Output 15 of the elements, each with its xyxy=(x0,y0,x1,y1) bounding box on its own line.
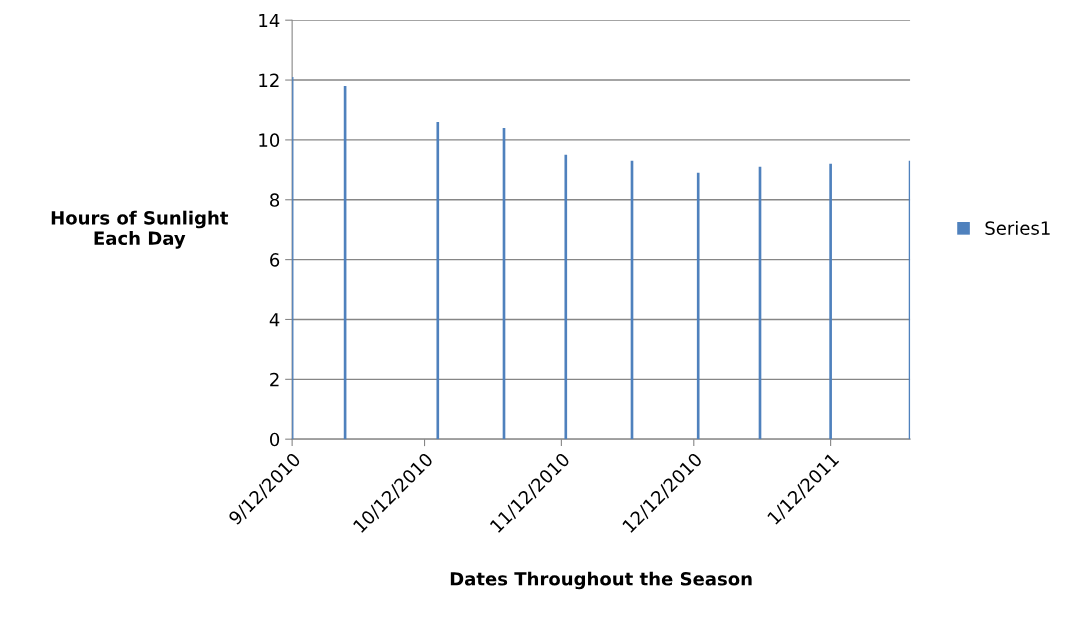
bar xyxy=(436,121,440,440)
bar xyxy=(696,172,700,440)
y-tick-label: 2 xyxy=(270,372,279,387)
y-tick-label: 0 xyxy=(270,432,280,447)
y-axis-title: Hours of Sunlight Each Day xyxy=(51,210,229,249)
y-tick-label: 8 xyxy=(270,193,280,207)
y-tick-label: 12 xyxy=(259,73,279,87)
bar xyxy=(829,163,832,440)
y-tick-label: 4 xyxy=(269,313,280,327)
y-tick-label: 14 xyxy=(259,13,280,28)
y-tick-label: 6 xyxy=(270,253,280,267)
x-axis-title: Dates Throughout the Season xyxy=(450,571,752,590)
legend-label: Series1 xyxy=(985,220,1050,235)
bar xyxy=(564,154,568,440)
y-tick-label: 10 xyxy=(259,133,280,148)
